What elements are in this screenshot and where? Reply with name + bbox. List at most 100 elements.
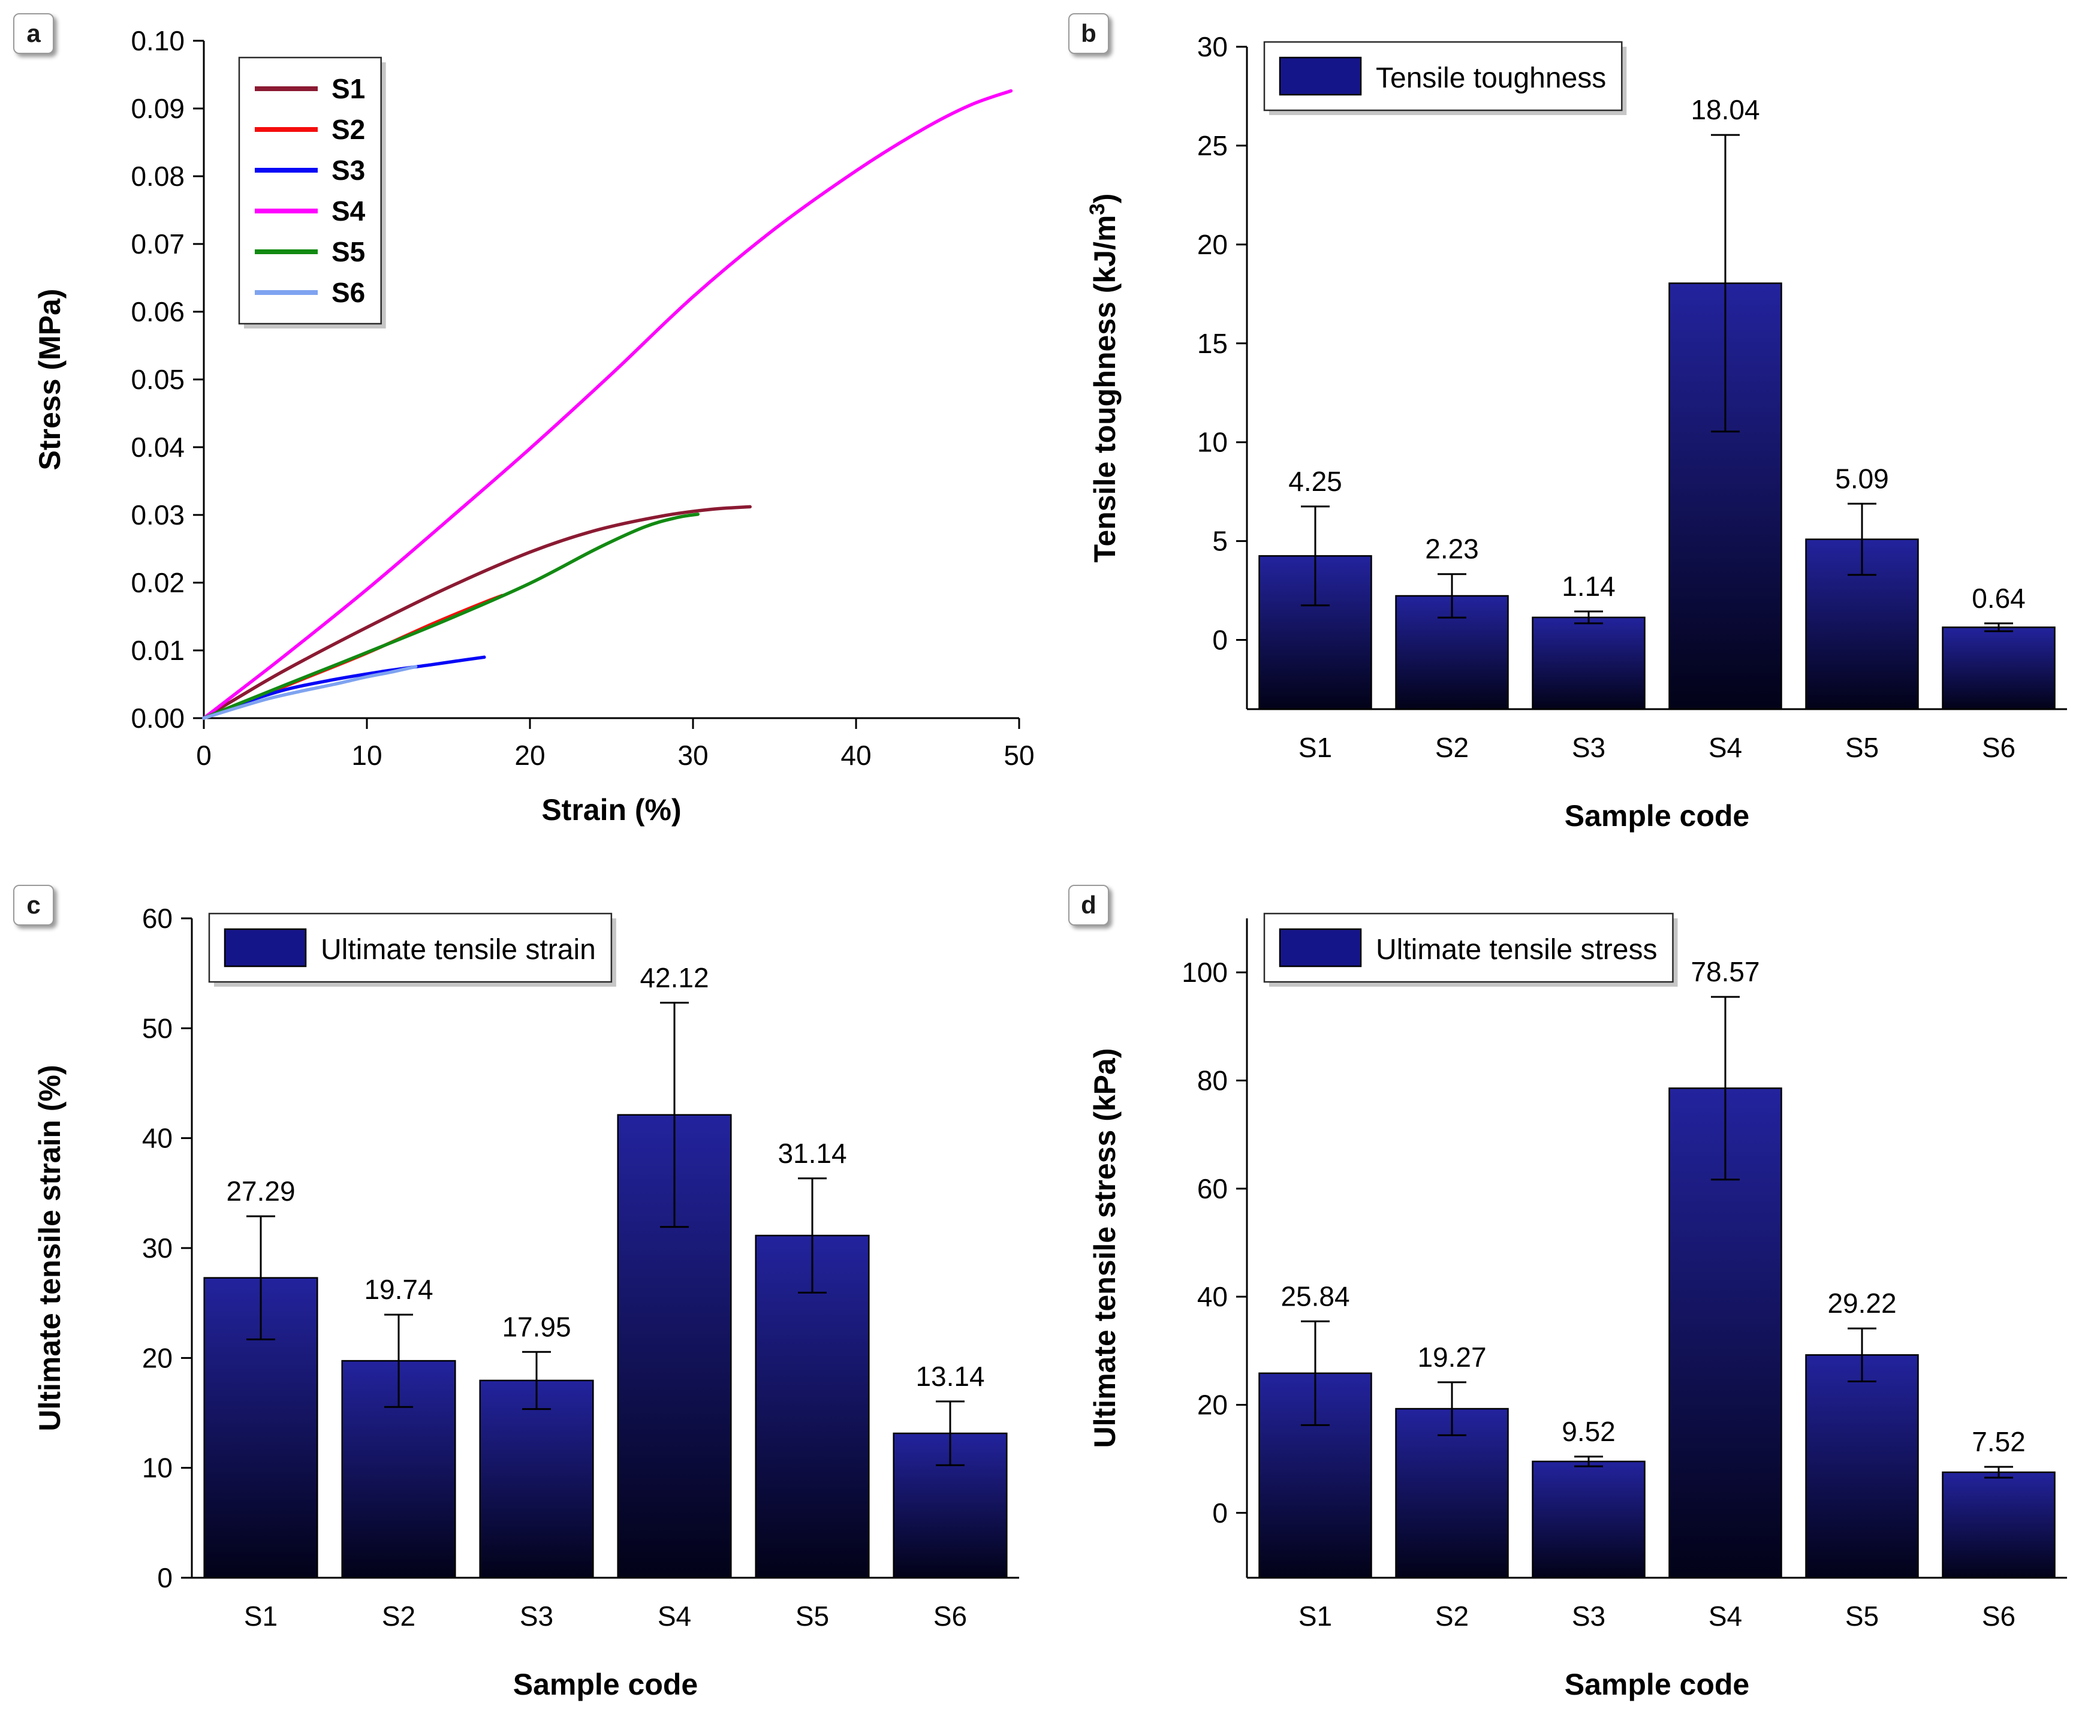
value-label-S2: 19.27 <box>1417 1342 1486 1373</box>
legend-entries: Tensile toughness <box>1279 56 1606 96</box>
category-label-S1: S1 <box>244 1601 278 1632</box>
x-axis-title: Strain (%) <box>541 793 681 827</box>
category-label-S5: S5 <box>796 1601 829 1632</box>
tick-labels: 0 5 10 15 20 25 30 <box>1197 31 1228 656</box>
value-label-S1: 4.25 <box>1288 466 1342 497</box>
y-tick-label: 40 <box>142 1123 173 1154</box>
y-tick-label: 0.06 <box>131 296 185 327</box>
y-tick-label: 15 <box>1197 328 1228 359</box>
legend-label-S4: S4 <box>332 195 366 227</box>
legend-entries: S1 S2 S3 S4 S5 S6 <box>255 73 366 308</box>
bar-S3 <box>1532 1460 1646 1579</box>
bar-S2 <box>1395 1408 1509 1579</box>
panel-a: a 0 10 20 30 40 50 0.00 0.01 0.02 0.03 0.04 0.05 0.0… <box>0 5 1052 865</box>
category-label-S6: S6 <box>933 1601 967 1632</box>
bar-S3 <box>479 1379 594 1579</box>
y-tick-label: 0.05 <box>131 364 185 395</box>
panel-c-badge: c <box>13 885 54 926</box>
category-label-S4: S4 <box>658 1601 691 1632</box>
y-tick-label: 20 <box>142 1342 173 1373</box>
y-tick-label: 100 <box>1182 957 1228 988</box>
legend-entries: Ultimate tensile stress <box>1279 928 1657 968</box>
legend-label-S2: S2 <box>332 114 365 145</box>
value-label-S4: 78.57 <box>1691 956 1759 987</box>
x-tick-label: 40 <box>840 740 871 771</box>
legend-label: Tensile toughness <box>1376 62 1606 94</box>
y-tick-label: 0.01 <box>131 635 185 666</box>
x-tick-label: 20 <box>514 740 545 771</box>
tick-marks <box>1236 46 1247 641</box>
category-labels: S1 S2 S3 S4 S5 S6 <box>1298 732 2015 763</box>
bars <box>203 1114 1008 1579</box>
y-tick-label: 30 <box>1197 31 1228 62</box>
value-label-S2: 19.74 <box>364 1274 433 1305</box>
value-label-S6: 7.52 <box>1972 1426 2026 1457</box>
y-tick-label: 50 <box>142 1012 173 1044</box>
y-tick-label: 0.09 <box>131 93 185 124</box>
value-labels: 27.29 19.74 17.95 42.12 31.14 13.14 <box>226 962 984 1392</box>
x-tick-label: 10 <box>351 740 382 771</box>
panel-d-badge: d <box>1068 885 1109 926</box>
category-label-S5: S5 <box>1845 1601 1879 1632</box>
y-tick-label: 10 <box>1197 427 1228 458</box>
y-tick-label: 0 <box>1212 625 1228 656</box>
value-label-S1: 27.29 <box>226 1176 295 1207</box>
value-label-S3: 9.52 <box>1562 1416 1616 1447</box>
category-label-S4: S4 <box>1709 732 1742 763</box>
error-bars <box>1301 996 2013 1479</box>
series-S5 <box>202 513 700 720</box>
panel-d: d 0 20 40 60 80 100 25.84 19.27 9.52 78.57 29.22 7.… <box>1055 876 2100 1734</box>
panel-a-badge: a <box>13 13 54 54</box>
legend-swatch <box>1279 928 1362 968</box>
y-tick-label: 20 <box>1197 229 1228 260</box>
x-axis-title: Sample code <box>1565 799 1749 833</box>
value-label-S4: 42.12 <box>640 962 709 993</box>
y-tick-label: 5 <box>1212 526 1228 557</box>
series-S6 <box>202 665 418 720</box>
y-tick-label: 25 <box>1197 130 1228 161</box>
category-label-S1: S1 <box>1298 1601 1332 1632</box>
legend-label-S6: S6 <box>332 277 365 308</box>
y-tick-label: 80 <box>1197 1065 1228 1096</box>
tick-labels: 0 20 40 60 80 100 <box>1182 957 1228 1529</box>
category-label-S2: S2 <box>382 1601 415 1632</box>
bar-S5 <box>1805 1354 1919 1579</box>
tick-marks <box>193 40 1020 729</box>
bar-S6 <box>1942 626 2056 710</box>
bars <box>1258 282 2056 710</box>
category-label-S5: S5 <box>1845 732 1879 763</box>
y-tick-label: 0.00 <box>131 703 185 734</box>
bars <box>1258 1087 2056 1579</box>
y-tick-label: 0.03 <box>131 499 185 531</box>
y-axis-title: Ultimate tensile strain (%) <box>33 1065 67 1431</box>
y-tick-label: 0.02 <box>131 567 185 598</box>
axes <box>1246 918 2067 1579</box>
y-tick-label: 0 <box>157 1562 173 1593</box>
category-label-S3: S3 <box>520 1601 553 1632</box>
legend-label: Ultimate tensile strain <box>321 934 596 966</box>
category-label-S2: S2 <box>1435 1601 1469 1632</box>
bar-S6 <box>1942 1471 2056 1579</box>
legend: Tensile toughness <box>1263 41 1627 115</box>
value-label-S5: 29.22 <box>1827 1288 1896 1319</box>
category-label-S3: S3 <box>1572 732 1605 763</box>
panel-b-badge: b <box>1068 13 1109 54</box>
y-tick-label: 0.07 <box>131 228 185 260</box>
stress-strain-line-chart: 0 10 20 30 40 50 0.00 0.01 0.02 0.03 0.04 0.05 0.06 0… <box>33 25 1035 827</box>
category-labels: S1 S2 S3 S4 S5 S6 <box>244 1601 967 1632</box>
x-axis-title: Sample code <box>513 1668 698 1701</box>
tick-marks <box>1236 971 1247 1514</box>
panel-c: c 0 10 20 30 40 50 60 27.29 19.74 17.95 42.12 31.14… <box>0 876 1052 1734</box>
value-labels: 4.25 2.23 1.14 18.04 5.09 0.64 <box>1288 94 2026 614</box>
value-label-S1: 25.84 <box>1281 1280 1349 1312</box>
y-axis-title: Stress (MPa) <box>33 289 67 471</box>
bar-S4 <box>1668 282 1782 710</box>
panel-b: b 0 5 10 15 20 25 30 4.25 2.23 1.14 18.04 5.09 0.64 S… <box>1055 5 2100 865</box>
value-labels: 25.84 19.27 9.52 78.57 29.22 7.52 <box>1281 956 2025 1457</box>
legend: Ultimate tensile stress <box>1263 912 1678 987</box>
value-label-S5: 5.09 <box>1835 463 1889 494</box>
value-label-S4: 18.04 <box>1691 94 1759 125</box>
legend-label-S3: S3 <box>332 155 365 186</box>
ultimate-tensile-stress-bar-chart: 0 20 40 60 80 100 25.84 19.27 9.52 78.57 29.22 7.52… <box>1088 912 2067 1701</box>
